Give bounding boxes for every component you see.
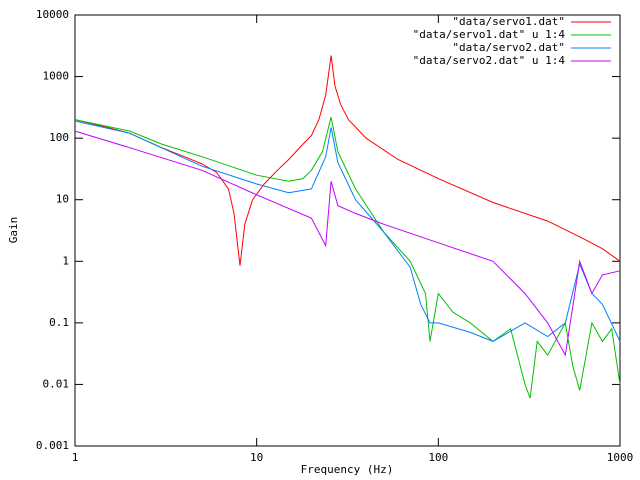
y-tick-label: 0.001 bbox=[36, 439, 69, 452]
y-tick-label: 10 bbox=[56, 193, 69, 206]
y-axis-label: Gain bbox=[7, 217, 20, 244]
legend-label: "data/servo1.dat" bbox=[452, 15, 565, 28]
x-tick-label: 1000 bbox=[607, 451, 634, 464]
x-tick-label: 10 bbox=[250, 451, 263, 464]
series-line bbox=[74, 120, 621, 342]
y-tick-label: 0.1 bbox=[49, 316, 69, 329]
x-axis-label: Frequency (Hz) bbox=[301, 463, 394, 476]
x-tick-label: 100 bbox=[428, 451, 448, 464]
plot-border bbox=[74, 14, 621, 447]
y-tick-label: 10000 bbox=[36, 8, 69, 21]
y-tick-label: 0.01 bbox=[43, 377, 70, 390]
y-tick-label: 1 bbox=[62, 254, 69, 267]
x-tick-label: 1 bbox=[72, 451, 79, 464]
y-tick-label: 1000 bbox=[43, 70, 70, 83]
series-line bbox=[74, 55, 621, 266]
legend-label: "data/servo2.dat" bbox=[452, 41, 565, 54]
legend-label: "data/servo2.dat" u 1:4 bbox=[413, 54, 566, 67]
y-tick-label: 100 bbox=[49, 131, 69, 144]
series-line bbox=[74, 130, 621, 357]
legend-label: "data/servo1.dat" u 1:4 bbox=[413, 28, 566, 41]
series-line bbox=[74, 116, 621, 399]
